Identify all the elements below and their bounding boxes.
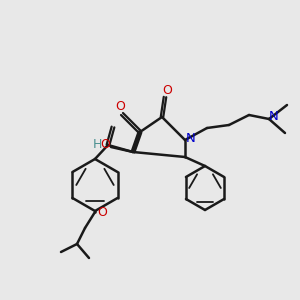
Text: N: N <box>186 131 196 145</box>
Text: O: O <box>97 206 107 220</box>
Text: O: O <box>100 139 110 152</box>
Text: O: O <box>115 100 125 112</box>
Text: N: N <box>269 110 279 124</box>
Text: O: O <box>162 83 172 97</box>
Text: H: H <box>92 139 102 152</box>
